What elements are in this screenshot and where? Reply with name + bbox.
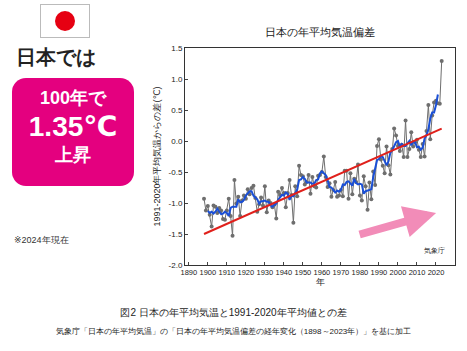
- html-text:気象庁「日本の年平均気温」の「日本の年平均気温偏差の経年変化: 気象庁「日本の年平均気温」の「日本の年平均気温偏差の経年変化（1898～2023…: [55, 327, 412, 336]
- svg-text:1980: 1980: [352, 268, 369, 277]
- html-text:上昇: 上昇: [55, 144, 91, 165]
- svg-text:年: 年: [316, 277, 325, 287]
- svg-text:1960: 1960: [314, 268, 331, 277]
- svg-text:1940: 1940: [276, 268, 293, 277]
- svg-text:1.0: 1.0: [171, 75, 183, 84]
- svg-text:気象庁: 気象庁: [424, 247, 445, 254]
- svg-text:1890: 1890: [180, 268, 197, 277]
- svg-text:-0.5: -0.5: [169, 168, 183, 177]
- svg-text:1970: 1970: [333, 268, 350, 277]
- html-text:図2 日本の年平均気温と1991-2020年平均値との差: 図2 日本の年平均気温と1991-2020年平均値との差: [120, 307, 347, 318]
- html-text:1.35℃: 1.35℃: [28, 110, 118, 142]
- html-text:100年で: 100年で: [40, 88, 106, 108]
- svg-text:2010: 2010: [409, 268, 426, 277]
- svg-text:-1.0: -1.0: [169, 199, 183, 208]
- svg-text:1990: 1990: [371, 268, 388, 277]
- svg-text:1930: 1930: [257, 268, 274, 277]
- svg-text:0.5: 0.5: [171, 106, 183, 115]
- svg-text:0.0: 0.0: [171, 137, 183, 146]
- svg-text:-2.0: -2.0: [169, 261, 183, 270]
- svg-text:2000: 2000: [390, 268, 407, 277]
- svg-text:1910: 1910: [218, 268, 235, 277]
- svg-text:1991-2020年平均気温からの差(℃): 1991-2020年平均気温からの差(℃): [152, 86, 162, 226]
- svg-text:2020: 2020: [428, 268, 445, 277]
- svg-text:-1.5: -1.5: [169, 230, 183, 239]
- html-text:※2024年現在: ※2024年現在: [14, 235, 69, 245]
- svg-text:1950: 1950: [295, 268, 312, 277]
- svg-text:1920: 1920: [238, 268, 255, 277]
- svg-text:日本の年平均気温偏差: 日本の年平均気温偏差: [265, 26, 375, 38]
- svg-text:1.5: 1.5: [171, 44, 183, 53]
- html-text:日本では: 日本では: [16, 46, 96, 68]
- svg-text:1900: 1900: [199, 268, 216, 277]
